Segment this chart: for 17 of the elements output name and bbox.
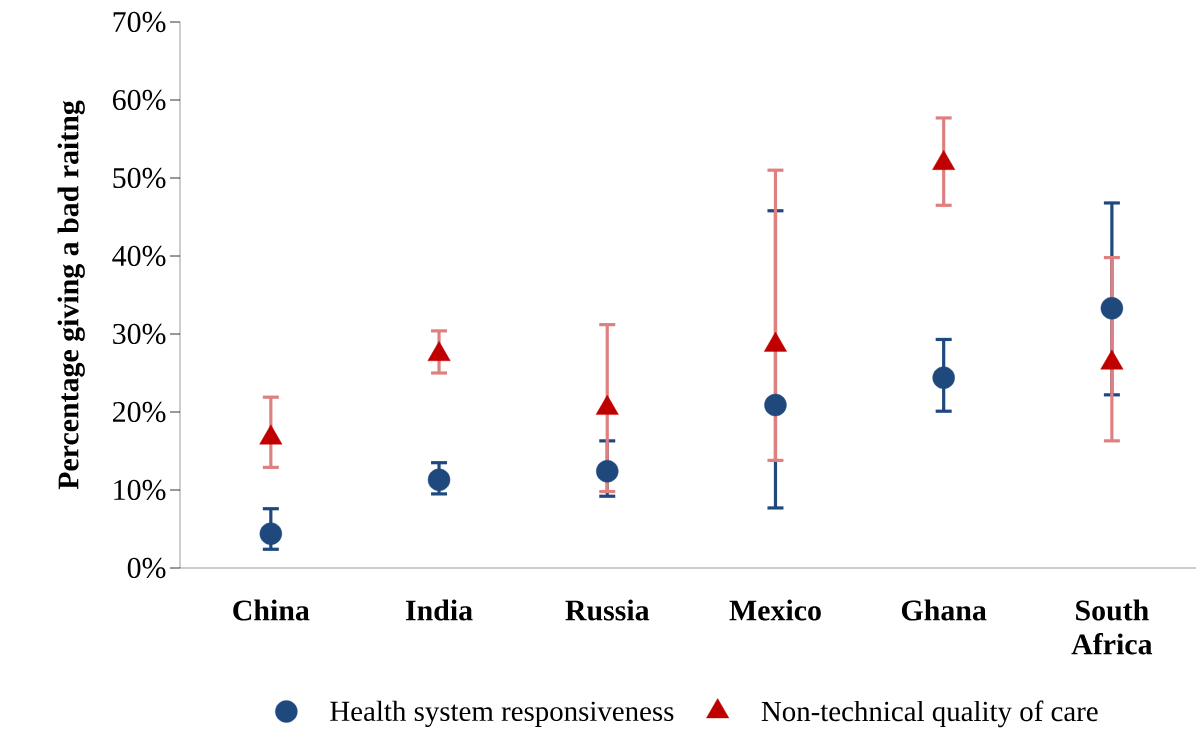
- y-tick-label: 70%: [113, 11, 166, 33]
- y-tick-label: 60%: [112, 89, 166, 111]
- x-tick-label: South Africa: [1071, 599, 1153, 655]
- y-tick-label: 50%: [113, 167, 166, 189]
- legend-label: Non-technical quality of care: [761, 700, 1098, 728]
- y-tick-label: 10%: [114, 479, 166, 501]
- y-tick-label: 40%: [112, 245, 166, 267]
- x-tick-label: Russia: [565, 599, 650, 621]
- x-tick-label: China: [233, 599, 310, 621]
- y-axis-title: Percentage giving a bad raitng: [57, 100, 85, 490]
- y-tick-label: 20%: [113, 401, 166, 423]
- legend-label: Health system responsiveness: [330, 700, 674, 728]
- y-tick-label: 0%: [127, 557, 166, 579]
- x-tick-label: India: [405, 599, 473, 621]
- x-tick-label: Mexico: [729, 599, 821, 621]
- y-tick-label: 30%: [113, 323, 166, 345]
- x-tick-label: Ghana: [901, 599, 987, 621]
